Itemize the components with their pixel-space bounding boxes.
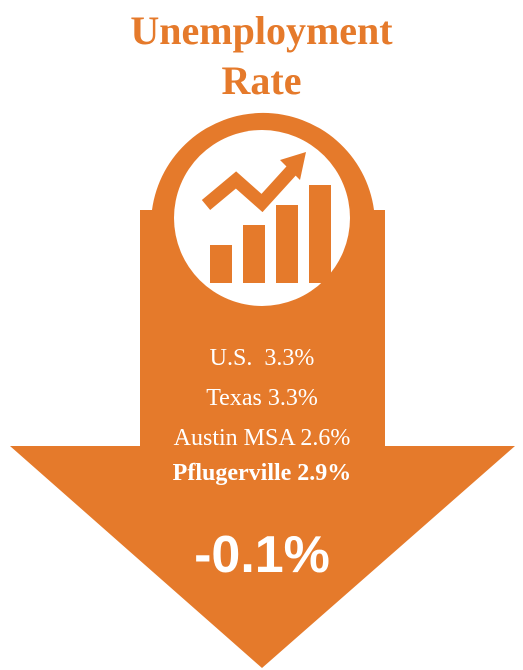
rate-texas: Texas 3.3% [206, 385, 318, 411]
rate-pflugerville: Pflugerville 2.9% [173, 460, 352, 486]
rate-austin: Austin MSA 2.6% [174, 425, 351, 451]
rate-us: U.S. 3.3% [210, 345, 315, 371]
chart-icon [201, 152, 331, 283]
change: -0.1% [194, 526, 330, 584]
title: Unemployment Rate [130, 8, 393, 103]
arrow-shape [10, 112, 515, 668]
